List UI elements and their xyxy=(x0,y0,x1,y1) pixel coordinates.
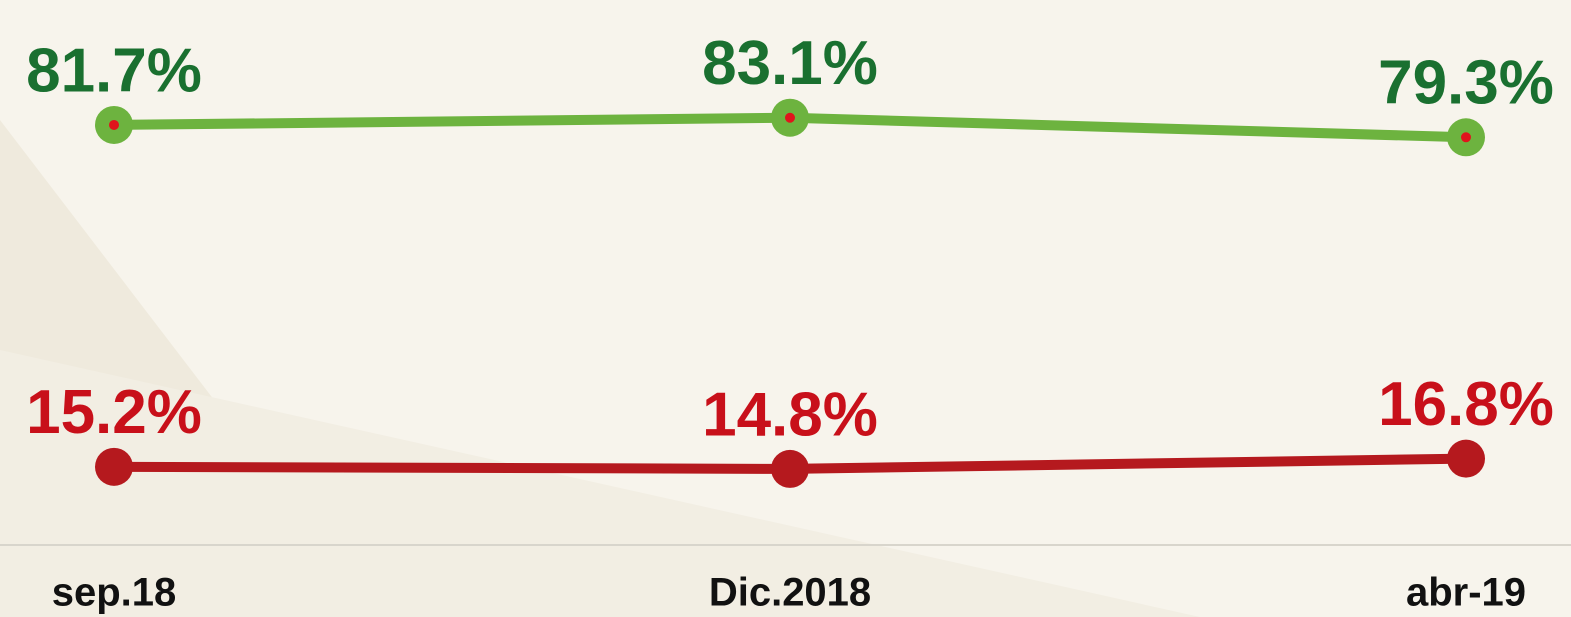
data-label: 83.1% xyxy=(702,29,878,98)
data-label: 16.8% xyxy=(1378,370,1554,439)
x-tick-label: abr-19 xyxy=(1406,571,1526,615)
data-label: 14.8% xyxy=(702,380,878,449)
x-tick-label: sep.18 xyxy=(52,571,177,615)
point-center xyxy=(785,112,795,123)
point xyxy=(95,447,133,486)
data-label: 15.2% xyxy=(26,378,202,447)
data-label: 81.7% xyxy=(26,36,202,105)
point xyxy=(771,449,809,488)
point-center xyxy=(1461,132,1471,143)
point xyxy=(1447,439,1485,478)
point-center xyxy=(109,119,119,130)
background-shape xyxy=(0,350,1200,617)
x-tick-label: Dic.2018 xyxy=(709,571,871,615)
data-label: 79.3% xyxy=(1378,49,1554,118)
